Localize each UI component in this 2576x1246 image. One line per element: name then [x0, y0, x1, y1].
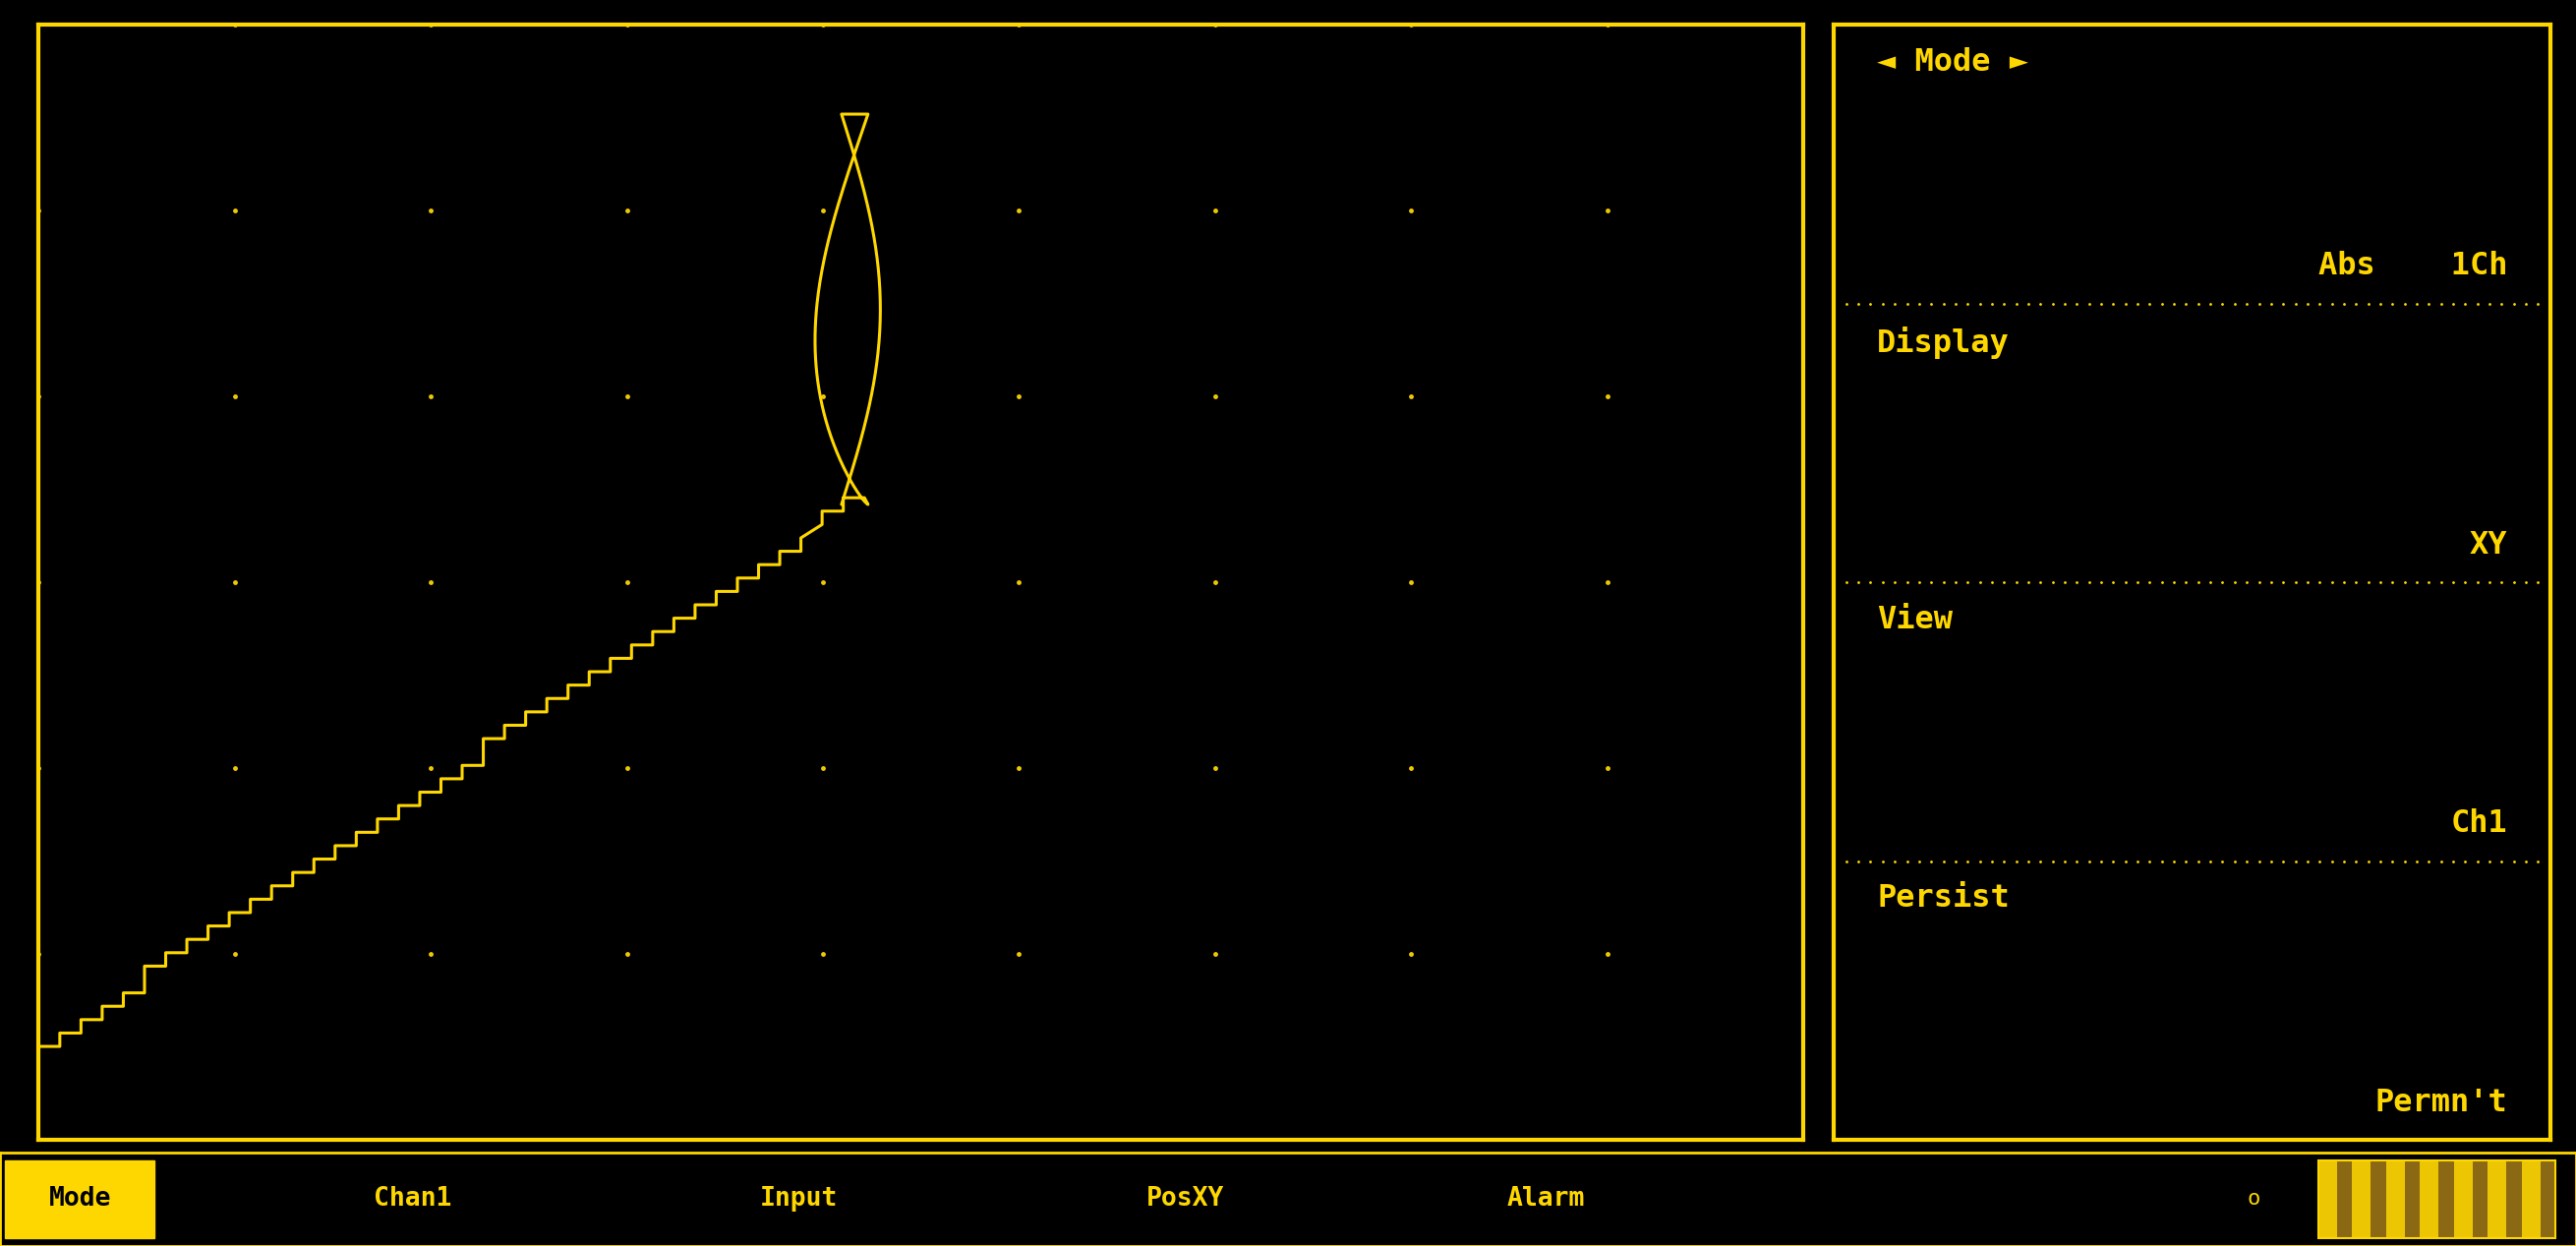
- Bar: [2455, 1160, 2473, 1239]
- Bar: [5, 1160, 155, 1239]
- Bar: [2488, 1160, 2506, 1239]
- Text: Input: Input: [760, 1186, 837, 1212]
- Text: Permn't: Permn't: [2375, 1088, 2506, 1118]
- Bar: [2318, 1160, 2555, 1239]
- Text: Mode: Mode: [49, 1186, 111, 1212]
- Text: Persist: Persist: [1878, 883, 2009, 915]
- Text: View: View: [1878, 604, 1953, 635]
- Text: Display: Display: [1878, 326, 2009, 359]
- Text: o: o: [2246, 1190, 2262, 1209]
- Text: PosXY: PosXY: [1146, 1186, 1224, 1212]
- Bar: [2352, 1160, 2370, 1239]
- Bar: [2385, 1160, 2406, 1239]
- Bar: [2522, 1160, 2540, 1239]
- Bar: [2419, 1160, 2439, 1239]
- Text: ◄ Mode ►: ◄ Mode ►: [1878, 47, 2027, 77]
- Text: Alarm: Alarm: [1507, 1186, 1584, 1212]
- Text: Chan1: Chan1: [374, 1186, 451, 1212]
- Text: Ch1: Ch1: [2450, 809, 2506, 839]
- Text: Abs    1Ch: Abs 1Ch: [2318, 250, 2506, 282]
- Text: XY: XY: [2470, 530, 2506, 561]
- Bar: [2318, 1160, 2336, 1239]
